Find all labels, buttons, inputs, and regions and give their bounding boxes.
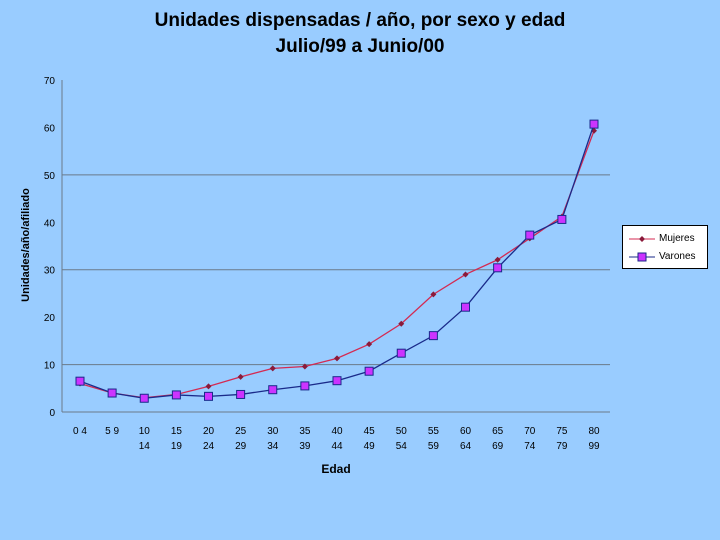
- x-tick-label: 35: [299, 426, 311, 437]
- x-tick-label: 54: [396, 441, 408, 452]
- x-tick-label: 99: [588, 441, 600, 452]
- data-point-varones: [493, 263, 503, 273]
- data-point-mujeres: [366, 341, 373, 348]
- data-point-varones: [461, 302, 470, 312]
- data-point-varones: [268, 385, 278, 395]
- legend-item-mujeres: Mujeres: [627, 232, 707, 246]
- x-tick-label: 55: [428, 426, 440, 437]
- data-point-varones: [364, 366, 374, 376]
- legend-label-mujeres: Mujeres: [659, 233, 695, 244]
- x-axis-title: Edad: [321, 462, 351, 476]
- data-point-mujeres: [334, 355, 340, 362]
- data-point-varones: [589, 119, 599, 129]
- x-tick-label: 25: [235, 426, 247, 437]
- x-tick-label: 44: [331, 441, 343, 452]
- x-tick-label: 40: [331, 426, 343, 437]
- y-tick-label: 50: [44, 171, 56, 182]
- x-tick-label: 74: [524, 441, 536, 452]
- chart-title-line-2: Julio/99 a Junio/00: [275, 36, 445, 57]
- legend-marker-varones: [629, 252, 655, 262]
- x-tick-label: 30: [267, 426, 279, 437]
- data-point-mujeres: [301, 363, 308, 370]
- legend-marker-mujeres: [629, 236, 655, 242]
- data-point-varones: [428, 331, 438, 341]
- data-point-mujeres: [269, 365, 276, 372]
- data-point-mujeres: [205, 383, 212, 390]
- y-tick-label: 10: [44, 361, 56, 372]
- x-tick-label: 70: [524, 426, 536, 437]
- y-tick-label: 20: [44, 313, 56, 324]
- y-tick-label: 30: [44, 266, 56, 277]
- data-point-mujeres: [462, 271, 469, 278]
- data-point-varones: [75, 376, 85, 386]
- data-point-mujeres: [237, 373, 244, 380]
- y-tick-label: 40: [44, 218, 56, 229]
- data-point-mujeres: [494, 256, 501, 263]
- x-tick-label: 45: [364, 426, 376, 437]
- x-tick-label: 60: [460, 426, 472, 437]
- y-tick-label: 60: [44, 123, 56, 134]
- data-point-varones: [396, 348, 406, 358]
- x-tick-label: 10: [139, 426, 151, 437]
- y-tick-label: 70: [44, 76, 56, 87]
- x-tick-label: 69: [492, 441, 504, 452]
- x-tick-label: 79: [556, 441, 568, 452]
- y-axis-title: Unidades/año/afiliado: [20, 188, 32, 302]
- x-tick-label: 0 4: [73, 426, 87, 437]
- data-point-varones: [525, 230, 535, 240]
- x-tick-label: 49: [364, 441, 376, 452]
- data-point-mujeres: [591, 127, 597, 134]
- x-tick-label: 64: [460, 441, 472, 452]
- data-point-varones: [236, 389, 246, 399]
- x-tick-label: 75: [556, 426, 568, 437]
- x-tick-label: 14: [139, 441, 151, 452]
- x-tick-label: 39: [299, 441, 311, 452]
- data-point-varones: [171, 390, 181, 400]
- x-tick-label: 59: [428, 441, 440, 452]
- x-tick-label: 65: [492, 426, 504, 437]
- x-tick-label: 34: [267, 441, 279, 452]
- data-point-mujeres: [398, 320, 405, 327]
- data-point-varones: [557, 214, 567, 224]
- legend-label-varones: Varones: [659, 251, 696, 262]
- legend: Mujeres Varones: [622, 225, 708, 269]
- x-tick-label: 80: [588, 426, 600, 437]
- x-tick-label: 29: [235, 441, 247, 452]
- data-point-mujeres: [430, 291, 437, 298]
- x-tick-label: 50: [396, 426, 408, 437]
- data-point-varones: [204, 391, 213, 401]
- data-point-varones: [332, 376, 342, 386]
- x-tick-label: 5 9: [105, 426, 119, 437]
- legend-item-varones: Varones: [627, 250, 707, 264]
- chart-title-line-1: Unidades dispensadas / año, por sexo y e…: [154, 10, 566, 31]
- x-tick-label: 19: [171, 441, 183, 452]
- y-tick-label: 0: [49, 408, 55, 419]
- x-tick-label: 15: [171, 426, 183, 437]
- x-tick-label: 20: [203, 426, 215, 437]
- x-tick-label: 24: [203, 441, 215, 452]
- data-point-varones: [300, 381, 310, 391]
- data-point-varones: [139, 393, 149, 403]
- data-point-varones: [107, 388, 117, 398]
